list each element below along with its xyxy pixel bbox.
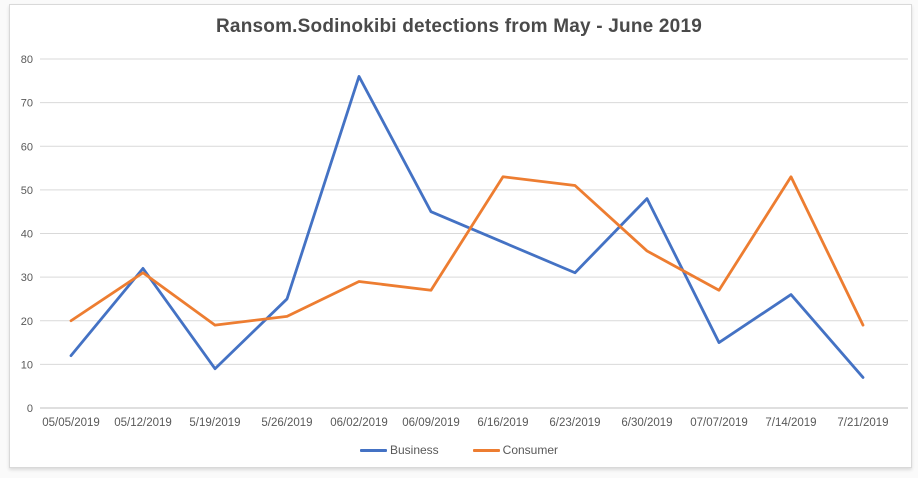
x-tick-label: 6/16/2019 — [477, 417, 528, 429]
legend-consumer-line-icon — [472, 448, 500, 452]
x-tick-label: 5/26/2019 — [261, 417, 312, 429]
chart-container — [9, 4, 912, 468]
y-tick-label: 60 — [21, 141, 33, 153]
x-tick-label: 7/21/2019 — [837, 417, 888, 429]
y-tick-label: 10 — [21, 359, 33, 371]
y-tick-label: 20 — [21, 316, 33, 328]
legend-business-label: Business — [389, 443, 439, 457]
x-tick-label: 6/23/2019 — [549, 417, 600, 429]
series-line-business[interactable] — [69, 75, 865, 379]
series-line-consumer[interactable] — [69, 175, 865, 327]
legend-consumer-label: Consumer — [502, 443, 559, 457]
y-tick-label: 0 — [27, 403, 33, 415]
x-tick-label: 7/14/2019 — [765, 417, 816, 429]
y-tick-label: 50 — [21, 185, 33, 197]
legend-item-consumer[interactable]: Consumer — [472, 443, 559, 457]
x-tick-label: 06/02/2019 — [330, 417, 388, 429]
y-tick-label: 40 — [21, 229, 33, 241]
chart-legend: Business Consumer — [0, 443, 918, 457]
x-tick-label: 07/07/2019 — [690, 417, 748, 429]
y-tick-label: 80 — [21, 54, 33, 66]
x-tick-label: 5/19/2019 — [189, 417, 240, 429]
chart-title: Ransom.Sodinokibi detections from May - … — [216, 16, 702, 37]
y-tick-label: 70 — [21, 98, 33, 110]
legend-item-business[interactable]: Business — [359, 443, 439, 457]
x-tick-label: 05/05/2019 — [42, 417, 100, 429]
y-tick-label: 30 — [21, 272, 33, 284]
x-tick-label: 06/09/2019 — [402, 417, 460, 429]
x-tick-label: 05/12/2019 — [114, 417, 172, 429]
legend-business-line-icon — [359, 448, 387, 452]
x-tick-label: 6/30/2019 — [621, 417, 672, 429]
